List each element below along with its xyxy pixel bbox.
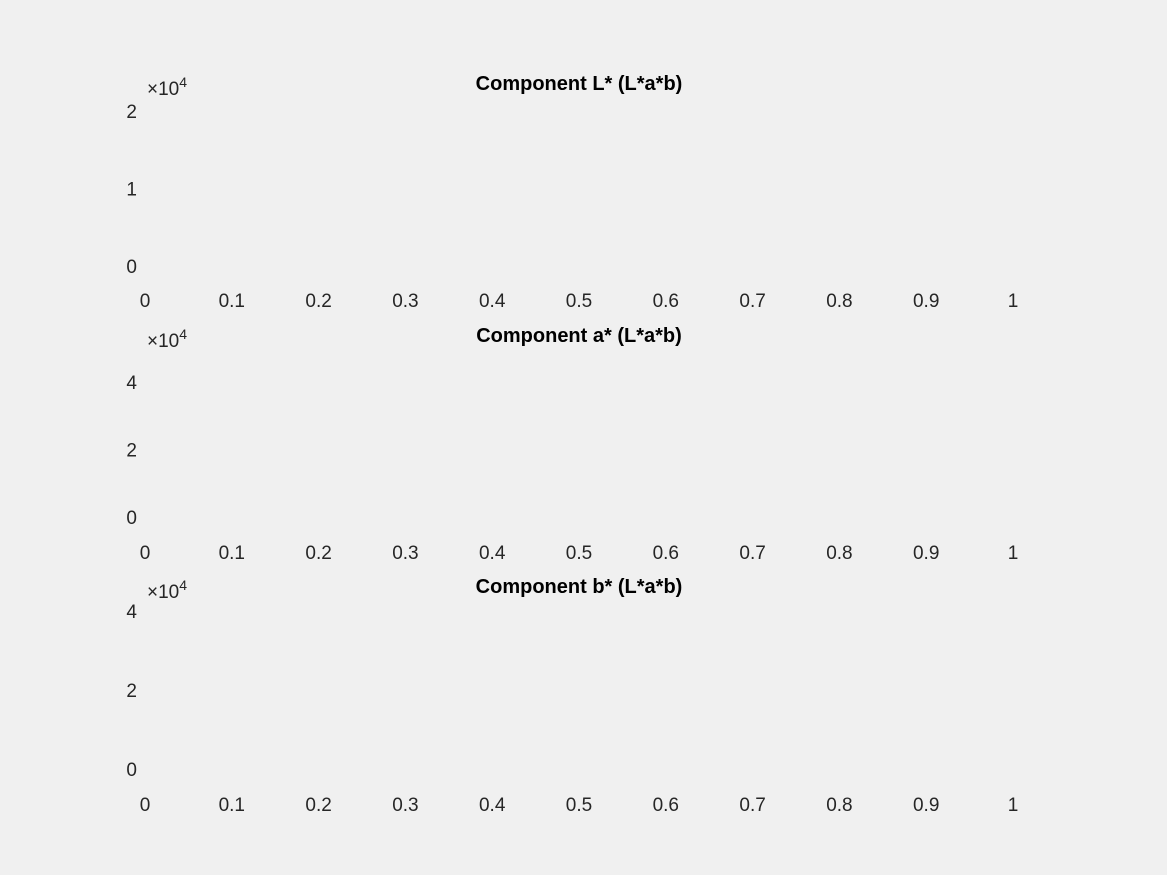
x-tick-label: 0.2 bbox=[305, 291, 331, 312]
x-tick-label: 0.5 bbox=[566, 543, 592, 564]
x-tick-label: 0 bbox=[140, 795, 151, 816]
y-tick-label: 0 bbox=[126, 257, 137, 278]
x-tick-label: 0 bbox=[140, 543, 151, 564]
y-tick-label: 4 bbox=[126, 602, 137, 623]
x-tick-label: 0.3 bbox=[392, 543, 418, 564]
x-tick-label: 0.1 bbox=[219, 795, 245, 816]
y-tick-label: 4 bbox=[126, 373, 137, 394]
y-exponent-label: ×104 bbox=[147, 577, 187, 603]
subplot-title: Component L* (L*a*b) bbox=[476, 73, 683, 95]
x-tick-label: 0.6 bbox=[653, 291, 679, 312]
x-tick-label: 0.9 bbox=[913, 795, 939, 816]
x-tick-label: 0.1 bbox=[219, 543, 245, 564]
y-tick-label: 1 bbox=[126, 180, 137, 201]
y-exponent-label: ×104 bbox=[147, 326, 187, 352]
x-tick-label: 0.8 bbox=[826, 291, 852, 312]
x-tick-label: 0.4 bbox=[479, 291, 506, 312]
x-tick-label: 0.3 bbox=[392, 291, 418, 312]
y-exponent-base: ×10 bbox=[147, 331, 179, 352]
x-tick-label: 0 bbox=[140, 291, 151, 312]
x-tick-label: 0.7 bbox=[739, 795, 765, 816]
y-tick-label: 0 bbox=[126, 508, 137, 529]
x-tick-label: 0.4 bbox=[479, 543, 506, 564]
y-tick-label: 2 bbox=[126, 681, 137, 702]
x-tick-label: 0.4 bbox=[479, 795, 506, 816]
x-tick-label: 0.7 bbox=[739, 291, 765, 312]
x-tick-label: 1 bbox=[1008, 291, 1019, 312]
y-tick-label: 2 bbox=[126, 102, 137, 123]
y-exponent-power: 4 bbox=[179, 74, 187, 90]
x-tick-label: 0.7 bbox=[739, 543, 765, 564]
x-tick-label: 0.9 bbox=[913, 543, 939, 564]
subplot-title: Component a* (L*a*b) bbox=[476, 325, 682, 347]
x-tick-label: 0.1 bbox=[219, 291, 245, 312]
x-tick-label: 0.8 bbox=[826, 795, 852, 816]
x-tick-label: 1 bbox=[1008, 795, 1019, 816]
x-tick-label: 0.6 bbox=[653, 543, 679, 564]
y-exponent-power: 4 bbox=[179, 326, 187, 342]
subplot-1: Component L* (L*a*b) ×104 0 1 2 0 0.1 0.2 0.3 0.4… bbox=[126, 73, 1018, 312]
y-tick-label: 2 bbox=[126, 441, 137, 462]
x-tick-label: 0.5 bbox=[566, 795, 592, 816]
y-exponent-base: ×10 bbox=[147, 79, 179, 100]
x-tick-label: 0.9 bbox=[913, 291, 939, 312]
x-tick-label: 0.2 bbox=[305, 543, 331, 564]
x-tick-label: 0.8 bbox=[826, 543, 852, 564]
y-exponent-power: 4 bbox=[179, 577, 187, 593]
x-tick-label: 0.6 bbox=[653, 795, 679, 816]
x-tick-label: 0.2 bbox=[305, 795, 331, 816]
x-tick-label: 0.3 bbox=[392, 795, 418, 816]
y-tick-label: 0 bbox=[126, 760, 137, 781]
subplot-title: Component b* (L*a*b) bbox=[476, 576, 683, 598]
y-exponent-base: ×10 bbox=[147, 582, 179, 603]
y-exponent-label: ×104 bbox=[147, 74, 187, 100]
x-tick-label: 0.5 bbox=[566, 291, 592, 312]
x-tick-label: 1 bbox=[1008, 543, 1019, 564]
